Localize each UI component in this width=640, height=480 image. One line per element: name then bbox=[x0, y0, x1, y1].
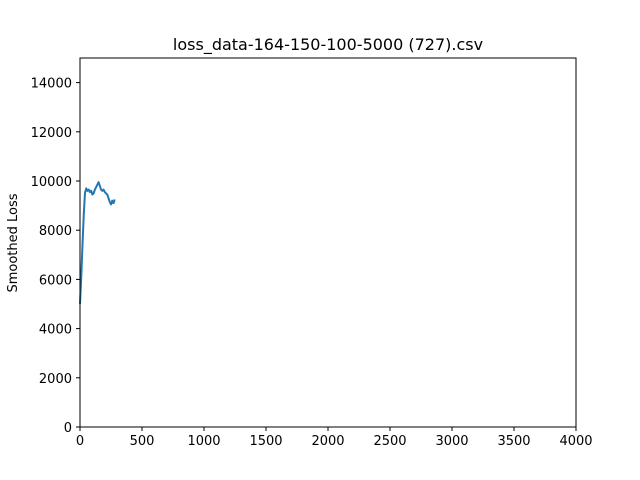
x-tick-label: 4000 bbox=[559, 434, 592, 449]
y-axis: 0 2000 4000 6000 8000 10000 12000 14000 bbox=[31, 77, 80, 436]
x-tick-label: 3000 bbox=[435, 434, 468, 449]
x-tick-label: 2000 bbox=[311, 434, 344, 449]
x-tick-label: 500 bbox=[130, 434, 155, 449]
x-axis: 0 500 1000 1500 2000 2500 3000 3500 4000 bbox=[76, 427, 593, 449]
x-tick-label: 3500 bbox=[497, 434, 530, 449]
x-tick-label: 2500 bbox=[373, 434, 406, 449]
series-layer bbox=[79, 181, 116, 305]
plot-frame bbox=[79, 57, 577, 428]
x-tick-label: 1000 bbox=[187, 434, 220, 449]
y-axis-label: Smoothed Loss bbox=[6, 193, 21, 292]
y-tick-label: 6000 bbox=[39, 273, 72, 288]
y-tick-label: 2000 bbox=[39, 372, 72, 387]
x-tick-label: 1500 bbox=[249, 434, 282, 449]
series-line bbox=[79, 181, 116, 305]
y-tick-label: 12000 bbox=[31, 126, 72, 141]
chart-title: loss_data-164-150-100-5000 (727).csv bbox=[173, 35, 483, 55]
y-tick-label: 8000 bbox=[39, 224, 72, 239]
y-tick-label: 10000 bbox=[31, 175, 72, 190]
y-tick-label: 0 bbox=[64, 421, 72, 436]
y-tick-label: 14000 bbox=[31, 77, 72, 92]
x-tick-label: 0 bbox=[76, 434, 84, 449]
y-tick-label: 4000 bbox=[39, 323, 72, 338]
